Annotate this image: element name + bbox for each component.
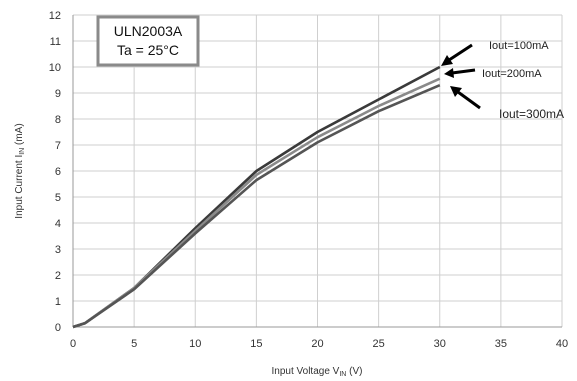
series-line-3 <box>72 84 441 329</box>
y-tick-label: 5 <box>55 192 61 204</box>
y-tick-label: 10 <box>49 62 61 74</box>
y-tick-label: 6 <box>55 166 61 178</box>
x-tick-label: 5 <box>131 338 137 350</box>
x-tick-label: 25 <box>373 338 385 350</box>
title-box-frame <box>96 15 200 67</box>
y-tick-label: 11 <box>50 36 61 48</box>
x-tick-label: 0 <box>70 338 76 350</box>
title-box-line-2: Ta = 25°C <box>117 42 179 58</box>
y-tick-label: 0 <box>55 322 61 334</box>
series-label-200ma: Iout=200mA <box>482 68 542 80</box>
x-tick-label: 10 <box>189 338 201 350</box>
x-tick-label: 35 <box>495 338 507 350</box>
y-tick-label: 2 <box>55 270 61 282</box>
y-tick-label: 4 <box>55 218 61 230</box>
series-label-300ma: Iout=300mA <box>499 107 564 121</box>
x-tick-label: 40 <box>556 338 568 350</box>
series-label-100ma: Iout=100mA <box>489 40 549 52</box>
x-tick-label: 20 <box>311 338 323 350</box>
series-annotations: Iout=100mA Iout=200mA Iout=300mA <box>441 40 564 121</box>
y-axis-title-main: Input Current I <box>14 155 25 219</box>
y-axis-title-unit: (mA) <box>14 123 25 147</box>
y-tick-label: 3 <box>55 244 61 256</box>
y-axis-title-sub: IN <box>19 148 26 155</box>
y-tick-label: 12 <box>49 10 61 22</box>
y-tick-label: 8 <box>55 114 61 126</box>
x-axis-title-main: Input Voltage V <box>272 366 340 377</box>
x-axis-title-sub: IN <box>339 371 346 378</box>
arrow-100ma <box>445 43 473 64</box>
arrow-200ma-head <box>444 68 454 78</box>
x-tick-label: 30 <box>434 338 446 350</box>
x-tick-label: 15 <box>250 338 262 350</box>
arrow-300ma-head <box>450 86 462 97</box>
arrow-300ma <box>457 90 481 110</box>
x-axis-title: Input Voltage VIN (V) <box>272 366 363 378</box>
title-box: ULN2003A Ta = 25°C <box>96 15 200 67</box>
y-axis-title: Input Current IIN (mA) <box>14 123 26 218</box>
arrow-100ma-head <box>441 55 453 66</box>
x-axis-title-unit: (V) <box>346 366 362 377</box>
y-tick-label: 9 <box>55 88 61 100</box>
y-tick-label: 1 <box>55 296 61 308</box>
title-box-line-1: ULN2003A <box>114 23 183 39</box>
axes <box>72 15 562 328</box>
series-lines <box>72 65 441 329</box>
y-tick-label: 7 <box>55 140 61 152</box>
x-tick-labels: 0 5 10 15 20 25 30 35 40 <box>70 338 568 350</box>
arrow-200ma <box>451 68 476 75</box>
